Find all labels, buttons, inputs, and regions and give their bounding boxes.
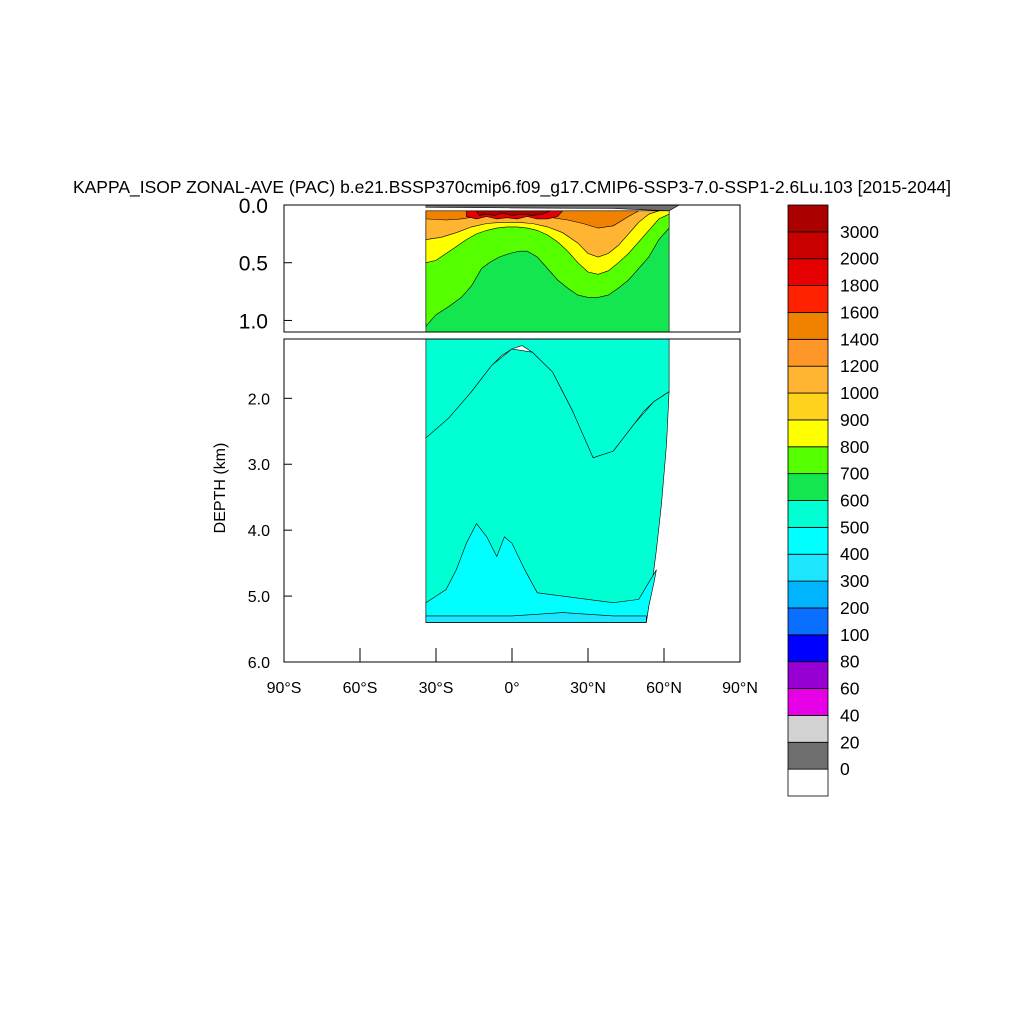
colorbar-level-label: 900	[840, 410, 869, 430]
lower-y-tick-label: 3.0	[248, 457, 270, 474]
x-tick-label: 90°S	[267, 680, 302, 697]
colorbar-swatch	[787, 634, 829, 663]
colorbar-level-label: 40	[840, 705, 860, 725]
lower-y-axis: 2.0 3.0 4.0 5.0 6.0	[248, 391, 292, 672]
colorbar-level-label: 0	[840, 759, 850, 779]
colorbar-swatch	[787, 768, 829, 797]
upper-panel-frame	[283, 204, 741, 333]
upper-panel-contours	[425, 205, 680, 332]
colorbar-level-label: 600	[840, 491, 869, 511]
x-tick-label: 30°S	[419, 680, 454, 697]
colorbar-swatch	[787, 285, 829, 313]
colorbar-level-label: 1600	[840, 303, 879, 323]
colorbar-level-label: 2000	[840, 249, 879, 269]
y-axis-label: DEPTH (km)	[212, 443, 229, 534]
colorbar-level-label: 3000	[840, 222, 879, 242]
colorbar-swatch	[787, 580, 829, 609]
colorbar-swatch	[787, 258, 829, 286]
colorbar-swatch	[787, 419, 829, 448]
lower-y-tick-label: 5.0	[248, 589, 270, 606]
upper-y-tick-label: 0.5	[239, 253, 268, 276]
colorbar-swatch	[787, 715, 829, 743]
x-tick-label: 60°S	[343, 680, 378, 697]
colorbar-swatch	[787, 392, 829, 421]
colorbar-level-label: 20	[840, 732, 860, 752]
colorbar-swatch	[787, 661, 829, 689]
contour-region-lower-2	[425, 523, 657, 623]
contour-region-lower-3	[425, 612, 647, 623]
colorbar-level-label: 1400	[840, 329, 879, 349]
colorbar-level-label: 200	[840, 598, 869, 618]
colorbar-level-label: 1200	[840, 356, 879, 376]
colorbar-swatch	[787, 553, 829, 582]
contour-region-upper-11	[425, 205, 680, 212]
upper-y-tick-label: 1.0	[239, 310, 268, 333]
colorbar-level-label: 500	[840, 517, 869, 537]
colorbar-level-label: 1000	[840, 383, 879, 403]
x-tick-label: 90°N	[722, 680, 758, 697]
colorbar: 0 20 40 60 80 100 200 300 400 500 600 700 800 900 1000…	[787, 204, 879, 797]
colorbar-level-label: 1800	[840, 276, 879, 296]
colorbar-level-label: 400	[840, 544, 869, 564]
colorbar-level-label: 80	[840, 652, 860, 672]
lower-panel-contours	[425, 339, 670, 623]
colorbar-level-label: 700	[840, 464, 869, 484]
lower-panel: 2.03.04.05.06.0 90°S 60°S 30°S 0° 30°N 60°N 90…	[248, 338, 758, 697]
colorbar-swatch	[787, 607, 829, 636]
colorbar-swatch	[787, 526, 829, 555]
colorbar-swatch	[787, 365, 829, 394]
lower-y-tick-label: 2.0	[248, 391, 270, 408]
upper-y-tick-label: 0.0	[239, 195, 268, 218]
contour-region-upper-10	[475, 210, 551, 216]
colorbar-level-label: 60	[840, 679, 860, 699]
colorbar-swatch	[787, 500, 829, 528]
colorbar-swatch	[787, 688, 829, 716]
colorbar-swatch	[787, 473, 829, 501]
colorbar-swatch	[787, 231, 829, 260]
x-tick-label: 30°N	[570, 680, 606, 697]
x-tick-label: 0°	[504, 680, 519, 697]
colorbar-level-label: 100	[840, 625, 869, 645]
chart-title: KAPPA_ISOP ZONAL-AVE (PAC) b.e21.BSSP370…	[73, 177, 951, 198]
colorbar-swatch	[787, 338, 829, 367]
x-tick-label: 60°N	[646, 680, 682, 697]
upper-y-axis: 0.0 0.5 1.0	[239, 195, 292, 333]
colorbar-level-label: 800	[840, 437, 869, 457]
lower-y-tick-label: 4.0	[248, 523, 270, 540]
x-axis: 90°S 60°S 30°S 0° 30°N 60°N 90°N	[267, 648, 758, 697]
colorbar-swatch	[787, 446, 829, 475]
upper-panel: 0.0 0.5 1.0	[239, 195, 741, 333]
lower-y-tick-label: 6.0	[248, 655, 270, 672]
colorbar-swatch	[787, 312, 829, 340]
colorbar-level-label: 300	[840, 571, 869, 591]
colorbar-swatch	[787, 204, 829, 233]
colorbar-swatch	[787, 741, 829, 770]
